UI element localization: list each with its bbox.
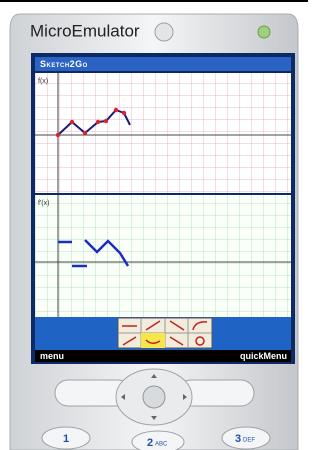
- panel: [35, 73, 291, 193]
- softkey-right[interactable]: quickMenu: [240, 351, 287, 361]
- emulator: MicroEmulator Sketch2Go f(x) f'(x) menu …: [0, 0, 308, 450]
- panel-label: f'(x): [38, 200, 49, 207]
- key-digit: 1: [63, 433, 69, 445]
- key-digit: 3: [235, 433, 241, 445]
- screen-title: Sketch2Go: [40, 59, 88, 69]
- key-letters: DEF: [243, 438, 255, 444]
- panel: [35, 195, 291, 317]
- tool-buttons: [118, 318, 212, 348]
- softkey-left[interactable]: menu: [40, 351, 64, 361]
- select-button[interactable]: [143, 386, 165, 408]
- panel-label: f(x): [38, 78, 48, 85]
- key-digit: 2: [147, 437, 153, 449]
- app-title: MicroEmulator: [30, 21, 140, 40]
- status-led: [258, 26, 270, 38]
- key-letters: ABC: [155, 442, 168, 448]
- button[interactable]: [155, 23, 173, 41]
